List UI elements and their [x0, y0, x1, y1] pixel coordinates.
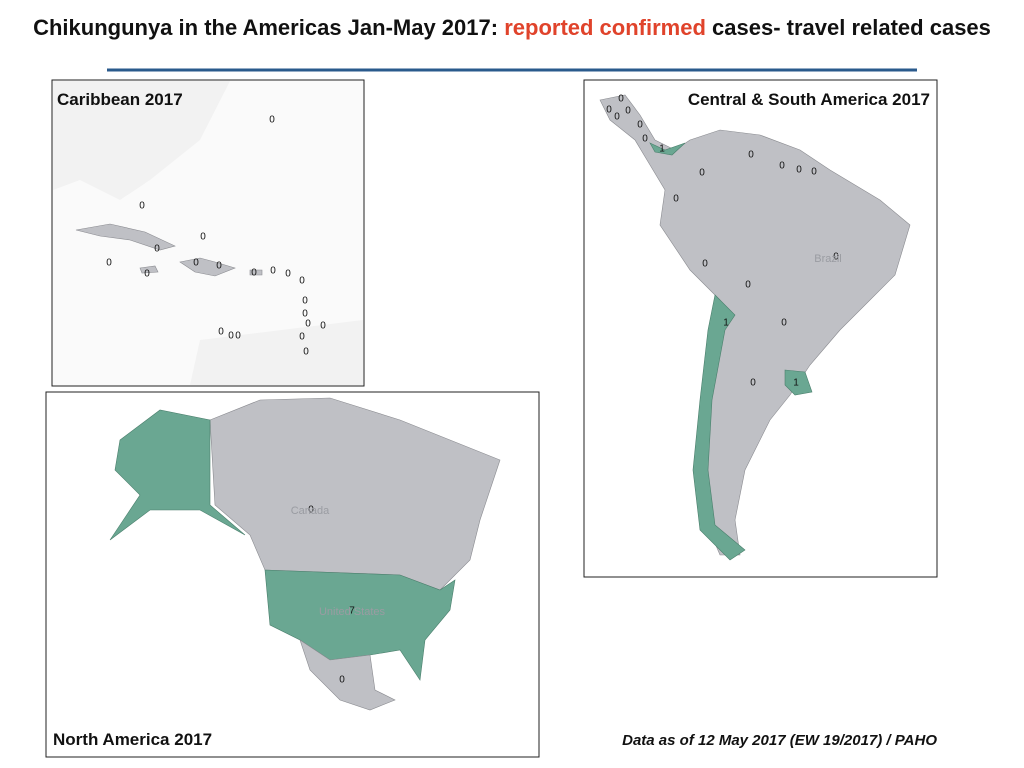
case-count: 0: [299, 332, 305, 343]
source-note: Data as of 12 May 2017 (EW 19/2017) / PA…: [622, 732, 937, 749]
case-count: 0: [673, 194, 679, 205]
case-count: 7: [349, 606, 355, 617]
case-count: 1: [723, 318, 729, 329]
case-count: 0: [228, 331, 234, 342]
jamaica: [139, 265, 159, 274]
case-count: 0: [637, 120, 643, 131]
north-america-map: [45, 391, 540, 758]
case-count: 0: [699, 168, 705, 179]
case-count: 0: [748, 150, 754, 161]
case-count: 0: [750, 378, 756, 389]
case-count: 0: [308, 505, 314, 516]
case-count: 0: [302, 296, 308, 307]
case-count: 0: [796, 165, 802, 176]
panel-title: Caribbean 2017: [57, 90, 183, 109]
case-count: 0: [251, 268, 257, 279]
case-count: 0: [302, 309, 308, 320]
title-highlight: reported confirmed: [504, 15, 706, 40]
south-coast: [190, 320, 363, 385]
uruguay: [784, 369, 813, 396]
case-count: 0: [642, 134, 648, 145]
case-count: 0: [625, 106, 631, 117]
case-count: 0: [154, 244, 160, 255]
case-count: 0: [779, 161, 785, 172]
south-america: [599, 94, 911, 556]
title-end: cases- travel related cases: [712, 15, 991, 40]
case-count: 0: [106, 258, 112, 269]
case-count: 0: [216, 261, 222, 272]
panel-title: North America 2017: [53, 730, 212, 749]
chile: [692, 294, 746, 561]
case-count: 0: [269, 115, 275, 126]
case-count: 0: [618, 94, 624, 105]
title: Chikungunya in the Americas Jan-May 2017…: [10, 14, 1014, 42]
case-count: 0: [139, 201, 145, 212]
case-count: 0: [811, 167, 817, 178]
case-count: 0: [745, 280, 751, 291]
place-name: Canada: [291, 505, 330, 517]
cuba: [75, 223, 176, 251]
case-count: 0: [614, 112, 620, 123]
case-count: 0: [339, 675, 345, 686]
hispaniola: [179, 257, 236, 277]
case-count: 0: [193, 258, 199, 269]
case-count: 1: [659, 144, 665, 155]
panama: [649, 142, 686, 156]
alaska: [109, 409, 246, 541]
title-start: Chikungunya in the Americas Jan-May 2017…: [33, 15, 499, 40]
place-name: Brazil: [814, 253, 842, 265]
case-count: 1: [793, 378, 799, 389]
case-count: 0: [270, 266, 276, 277]
case-count: 0: [200, 232, 206, 243]
case-count: 0: [218, 327, 224, 338]
puerto-rico: [249, 269, 263, 276]
place-name: United States: [319, 606, 386, 618]
caribbean-map: [51, 79, 365, 387]
case-count: 0: [144, 269, 150, 280]
panel-title: Central & South America 2017: [688, 90, 930, 109]
mainland: [53, 81, 230, 200]
case-count: 0: [606, 105, 612, 116]
mexico: [299, 639, 396, 711]
case-count: 0: [320, 321, 326, 332]
canada: [209, 397, 501, 591]
case-count: 0: [305, 319, 311, 330]
case-count: 0: [299, 276, 305, 287]
case-count: 0: [285, 269, 291, 280]
case-count: 0: [833, 252, 839, 263]
south-america-map: [583, 79, 938, 578]
case-count: 0: [235, 331, 241, 342]
case-count: 0: [702, 259, 708, 270]
case-count: 0: [781, 318, 787, 329]
case-count: 0: [303, 347, 309, 358]
